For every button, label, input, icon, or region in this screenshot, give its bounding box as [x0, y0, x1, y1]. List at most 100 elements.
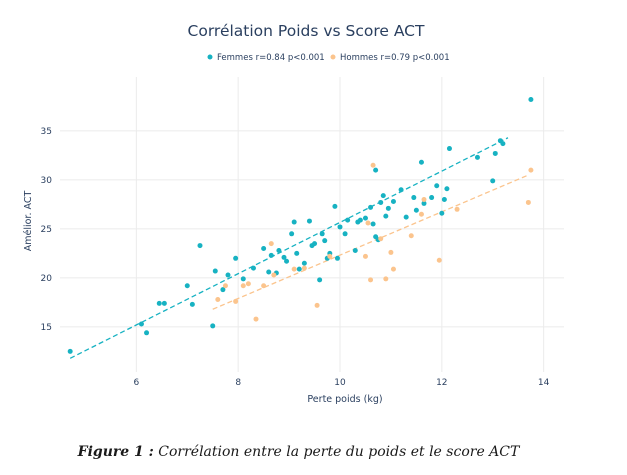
legend-label-series-0: Femmes r=0.84 p<0.001: [217, 53, 325, 63]
y-tick-label: 35: [41, 127, 52, 137]
data-point-series-0: [352, 247, 358, 253]
legend-marker-series-1: [330, 54, 336, 60]
chart-frame: Corrélation Poids vs Score ACT Femmes r=…: [4, 4, 605, 424]
data-point-series-0: [281, 254, 287, 260]
figure-label: Figure 1 :: [77, 444, 154, 460]
data-point-series-0: [317, 277, 323, 283]
data-point-series-0: [189, 301, 195, 307]
data-point-series-0: [411, 195, 417, 201]
x-tick-label: 12: [436, 378, 447, 388]
y-tick-label: 30: [41, 176, 53, 186]
data-point-series-1: [327, 253, 333, 259]
data-point-series-1: [222, 283, 228, 289]
data-point-series-0: [528, 97, 534, 103]
legend-marker-series-0: [207, 54, 213, 60]
y-tick-label: 25: [41, 225, 52, 235]
data-point-series-0: [434, 183, 440, 189]
data-point-series-1: [365, 220, 371, 226]
data-point-series-0: [373, 167, 379, 173]
data-point-series-0: [240, 276, 246, 282]
y-axis-ticks: 15 20 25 30 35: [41, 127, 53, 333]
data-point-series-0: [332, 203, 338, 209]
data-point-series-0: [378, 199, 384, 205]
data-point-series-0: [418, 159, 424, 165]
data-point-series-1: [370, 162, 376, 168]
data-point-series-0: [294, 250, 300, 256]
data-point-series-0: [413, 207, 419, 213]
data-point-series-0: [492, 150, 498, 156]
data-point-series-0: [184, 283, 190, 289]
data-points: [67, 97, 534, 354]
data-point-series-0: [276, 247, 282, 253]
data-point-series-0: [144, 330, 150, 336]
data-point-series-0: [342, 231, 348, 237]
data-point-series-1: [301, 265, 307, 271]
data-point-series-1: [245, 281, 251, 287]
x-tick-label: 10: [334, 378, 346, 388]
data-point-series-1: [362, 253, 368, 259]
data-point-series-0: [268, 252, 274, 258]
data-point-series-0: [212, 268, 218, 274]
data-point-series-0: [284, 258, 290, 264]
data-point-series-0: [312, 241, 318, 247]
data-point-series-0: [474, 154, 480, 160]
data-point-series-0: [138, 321, 144, 327]
x-tick-label: 14: [538, 378, 550, 388]
data-point-series-0: [362, 215, 368, 221]
chart-background: [4, 4, 605, 424]
y-axis-title: Amélior. ACT: [23, 191, 34, 252]
figure-caption: Figure 1 : Corrélation entre la perte du…: [0, 444, 597, 460]
data-point-series-0: [398, 187, 404, 193]
data-point-series-0: [161, 300, 167, 306]
data-point-series-0: [289, 231, 295, 237]
data-point-series-0: [156, 300, 162, 306]
data-point-series-0: [337, 224, 343, 230]
data-point-series-0: [446, 146, 452, 152]
legend-label-series-1: Hommes r=0.79 p<0.001: [340, 53, 450, 63]
data-point-series-0: [383, 213, 389, 219]
data-point-series-1: [261, 283, 267, 289]
x-tick-label: 6: [133, 378, 139, 388]
data-point-series-1: [378, 236, 384, 242]
y-tick-label: 15: [41, 323, 52, 333]
data-point-series-0: [319, 231, 325, 237]
data-point-series-0: [345, 217, 351, 223]
data-point-series-0: [403, 214, 409, 220]
data-point-series-0: [296, 266, 302, 272]
data-point-series-0: [421, 200, 427, 206]
data-point-series-0: [210, 323, 216, 329]
data-point-series-0: [220, 287, 226, 293]
data-point-series-0: [439, 210, 445, 216]
data-point-series-0: [197, 243, 203, 249]
legend: Femmes r=0.84 p<0.001 Hommes r=0.79 p<0.0…: [207, 53, 450, 63]
data-point-series-0: [250, 265, 256, 271]
grid: [60, 77, 564, 372]
x-axis-ticks: 6 8 10 12 14: [133, 378, 549, 388]
data-point-series-1: [368, 277, 374, 283]
data-point-series-1: [314, 302, 320, 308]
data-point-series-0: [444, 186, 450, 192]
data-point-series-0: [500, 141, 506, 147]
data-point-series-1: [421, 197, 427, 203]
data-point-series-0: [266, 269, 272, 275]
data-point-series-0: [390, 198, 396, 204]
data-point-series-0: [357, 217, 363, 223]
chart-title: Corrélation Poids vs Score ACT: [188, 22, 425, 40]
data-point-series-1: [436, 257, 442, 263]
data-point-series-0: [385, 205, 391, 211]
data-point-series-0: [429, 195, 435, 201]
data-point-series-1: [383, 276, 389, 282]
data-point-series-0: [291, 219, 297, 225]
data-point-series-0: [322, 238, 328, 244]
x-tick-label: 8: [235, 378, 241, 388]
data-point-series-1: [525, 199, 531, 205]
data-point-series-0: [306, 218, 312, 224]
data-point-series-1: [268, 241, 274, 247]
data-point-series-1: [388, 249, 394, 255]
data-point-series-1: [233, 298, 239, 304]
data-point-series-0: [261, 246, 267, 252]
data-point-series-1: [454, 206, 460, 212]
data-point-series-0: [441, 197, 447, 203]
data-point-series-1: [291, 266, 297, 272]
data-point-series-1: [215, 296, 221, 302]
